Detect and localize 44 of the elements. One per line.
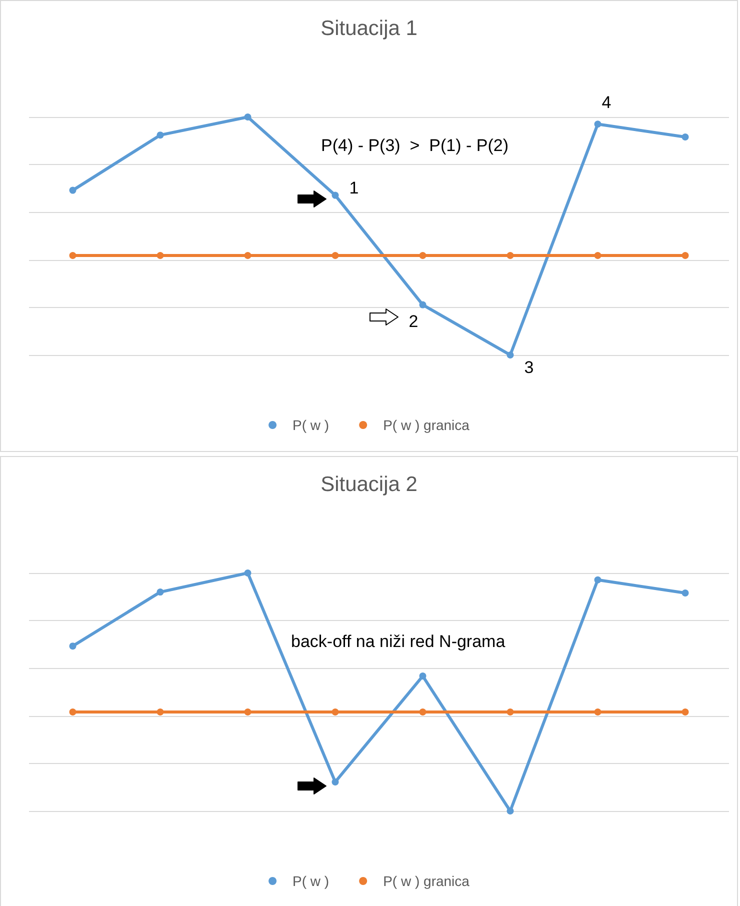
point <box>419 672 426 680</box>
legend-label: P( w ) <box>292 873 330 889</box>
point <box>682 708 689 716</box>
annotation: 2 <box>408 312 418 331</box>
point <box>332 252 339 260</box>
text: 3 <box>524 358 534 377</box>
point <box>419 252 426 260</box>
legend-label: P( w ) <box>292 417 330 433</box>
point <box>506 708 514 716</box>
chart-title: Situacija 2 <box>320 473 418 496</box>
point <box>332 778 339 786</box>
point <box>594 120 602 128</box>
point <box>682 252 689 260</box>
point <box>594 576 602 584</box>
annotation: 1 <box>349 178 359 198</box>
point <box>244 252 252 260</box>
point <box>69 642 76 650</box>
point <box>69 252 76 260</box>
point <box>419 301 426 308</box>
point <box>69 708 76 716</box>
point <box>506 352 514 358</box>
point <box>682 133 689 140</box>
point <box>594 252 602 260</box>
point <box>244 708 252 716</box>
text: 4 <box>602 93 612 112</box>
point <box>69 186 76 194</box>
point <box>682 589 689 596</box>
point <box>156 252 164 260</box>
point <box>332 708 339 716</box>
point <box>244 570 252 576</box>
legend-label: P( w ) granica <box>383 417 470 433</box>
legend-label: P( w ) granica <box>383 873 470 889</box>
point <box>244 114 252 120</box>
annotation: P(4) - P(3) > P(1) - P(2) <box>321 136 508 155</box>
point <box>332 192 339 199</box>
point <box>506 252 514 260</box>
point <box>156 588 164 596</box>
point <box>506 808 514 814</box>
annotation: back-off na niži red N-grama <box>291 632 506 651</box>
point <box>156 708 164 716</box>
point <box>156 132 164 139</box>
point <box>594 708 602 716</box>
point <box>419 708 426 716</box>
chart-title: Situacija 1 <box>320 17 418 40</box>
